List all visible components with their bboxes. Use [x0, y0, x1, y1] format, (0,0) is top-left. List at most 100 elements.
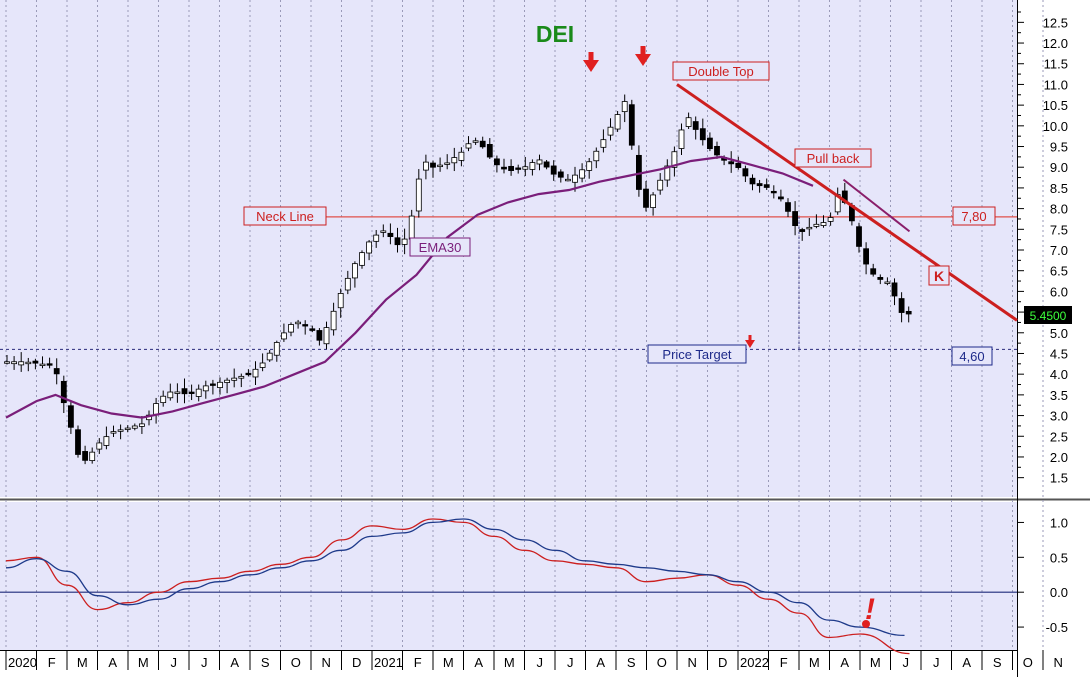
candle [167, 383, 174, 401]
svg-text:4,60: 4,60 [959, 349, 984, 364]
candle [401, 228, 408, 255]
candle [131, 423, 138, 431]
macd-line [5, 518, 905, 637]
ema30-line [5, 155, 814, 419]
candle [614, 111, 621, 132]
bottom-axis-background [0, 650, 1017, 677]
x-tick-label: O [1023, 655, 1033, 670]
candle [117, 424, 124, 440]
x-tick-label: N [1054, 655, 1063, 670]
svg-text:7,80: 7,80 [961, 209, 986, 224]
candle [259, 353, 266, 372]
candle [60, 375, 67, 414]
candle [621, 94, 628, 123]
x-tick-label: M [77, 655, 88, 670]
y-tick-label: 3.0 [1050, 409, 1068, 424]
candle [209, 379, 216, 395]
candle [856, 222, 862, 253]
candle [89, 447, 96, 464]
candle [778, 189, 784, 202]
y-tick-label: 8.0 [1050, 202, 1068, 217]
x-tick-label: O [657, 655, 667, 670]
candle [366, 240, 373, 261]
candle [508, 159, 515, 176]
candle [813, 214, 820, 229]
y-tick-label: 2.5 [1050, 429, 1068, 444]
x-tick-label: J [903, 655, 910, 670]
candle [735, 156, 742, 170]
candle [18, 352, 25, 372]
x-tick-label: A [230, 655, 239, 670]
macd-y-tick-label: 0.0 [1050, 585, 1068, 600]
price-panel [0, 0, 1017, 497]
x-tick-label: A [840, 655, 849, 670]
candle [550, 160, 557, 181]
candle [430, 160, 436, 178]
candle [643, 180, 649, 212]
candle [415, 169, 422, 218]
candle [827, 212, 834, 226]
candle [472, 137, 479, 145]
candle [344, 270, 351, 295]
downtrend-line [676, 83, 1018, 322]
y-tick-label: 9.0 [1050, 160, 1068, 175]
candle [678, 123, 685, 155]
candle [252, 361, 259, 385]
x-tick-label: A [596, 655, 605, 670]
candle [756, 179, 763, 193]
candle [323, 321, 330, 350]
candle [195, 384, 202, 402]
candle [25, 357, 32, 372]
candle [138, 416, 145, 434]
candle [522, 156, 529, 177]
x-tick-label: 2021 [374, 655, 403, 670]
last-price-badge: 5.4500 [1024, 306, 1072, 324]
x-tick-label: N [322, 655, 331, 670]
candle [565, 174, 571, 182]
candle [288, 322, 294, 337]
candle [593, 147, 600, 169]
candle [295, 319, 302, 329]
candle [664, 159, 671, 187]
candle [799, 227, 806, 241]
target-arrow-icon [745, 335, 755, 348]
x-tick-label: 2020 [8, 655, 37, 670]
x-tick-label: S [261, 655, 270, 670]
candle [224, 377, 231, 394]
candle [501, 158, 507, 174]
candle [82, 445, 88, 465]
svg-text:Pull back: Pull back [807, 151, 860, 166]
candle [394, 227, 401, 253]
candle [728, 151, 735, 173]
candle [451, 147, 458, 172]
candle [373, 230, 380, 248]
svg-text:K: K [934, 268, 944, 284]
x-tick-label: A [474, 655, 483, 670]
candle [75, 425, 81, 458]
x-tick-label: M [870, 655, 881, 670]
y-tick-label: 6.0 [1050, 284, 1068, 299]
pullback-line [842, 178, 911, 233]
candle [238, 373, 245, 388]
macd-y-tick-label: -0.5 [1046, 620, 1068, 635]
y-tick-label: 12.0 [1043, 36, 1068, 51]
top-arrow-2-icon [635, 46, 651, 66]
y-tick-label: 10.0 [1043, 119, 1068, 134]
candle [110, 425, 117, 437]
macd-end-dot [862, 620, 870, 628]
candle [785, 198, 791, 217]
candle [39, 356, 46, 369]
month-x-axis: 2020 F M A M J J A S O N D 2021 F M A M J J A S O N D 2022 F M A M J J… [5, 650, 1063, 670]
candle [742, 165, 749, 183]
candle [479, 136, 486, 149]
macd-y-tick-label: 1.0 [1050, 515, 1068, 530]
candle [266, 349, 273, 362]
candle [657, 173, 664, 195]
y-tick-label: 3.5 [1050, 388, 1068, 403]
candle [905, 306, 912, 323]
candle [53, 358, 60, 385]
svg-text:EMA30: EMA30 [419, 240, 462, 255]
candle [245, 369, 252, 377]
candle [891, 278, 898, 306]
